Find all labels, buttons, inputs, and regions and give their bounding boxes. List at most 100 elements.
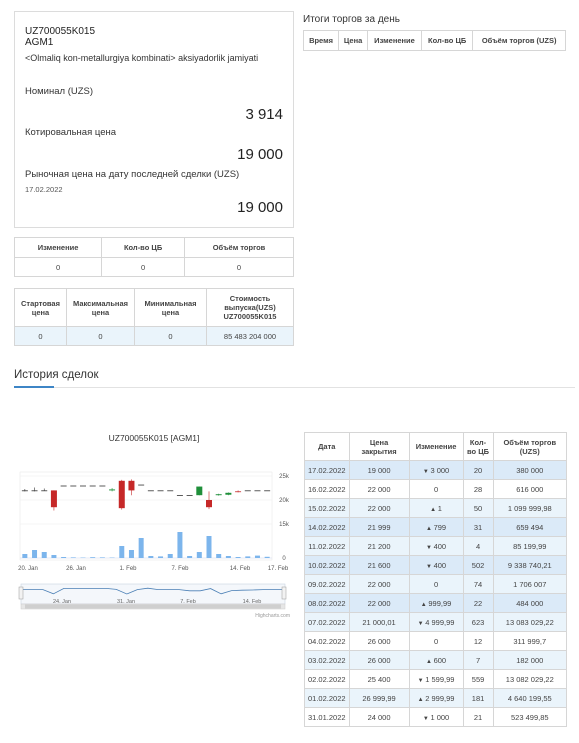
- volume-bar: [158, 556, 164, 558]
- table-row: 10.02.2022 21 600 ▼ 400 502 9 338 740,21: [304, 555, 568, 575]
- change-cell: ▼ 400: [408, 555, 464, 575]
- navigator-tick-label: 14. Feb: [243, 599, 262, 605]
- candle-body: [21, 490, 28, 492]
- table-row: 01.02.2022 26 999,99 ▲ 2 999,99 181 4 640 19…: [304, 688, 568, 708]
- quantity-cell: 559: [462, 669, 494, 689]
- arrow-down-icon: ▼: [422, 468, 431, 475]
- table-row: 04.02.2022 26 000 0 12 311 999,7: [304, 631, 568, 651]
- nominal-label: Номинал (UZS): [25, 86, 94, 97]
- close-price-cell: 22 000: [348, 574, 410, 594]
- volume-bar: [225, 556, 231, 558]
- volume-bar: [196, 552, 202, 558]
- x-tick-label: 14. Feb: [230, 566, 251, 572]
- table-row: 07.02.2022 21 000,01 ▼ 4 999,99 623 13 083 0…: [304, 612, 568, 632]
- volume-cell: 13 083 029,22: [492, 612, 568, 632]
- nominal-value: 3 914: [245, 106, 283, 123]
- volume-bar: [264, 556, 270, 558]
- date-cell: 04.02.2022: [304, 631, 350, 651]
- col-max-price: Максимальная цена: [66, 288, 135, 327]
- quantity-cell: 4: [462, 536, 494, 556]
- close-price-cell: 24 000: [348, 707, 410, 727]
- change-cell: 0: [408, 631, 464, 651]
- y-tick-label: 0: [282, 556, 286, 562]
- candle-body: [147, 490, 154, 492]
- change-cell: ▲ 799: [408, 517, 464, 537]
- candle-body: [235, 491, 242, 493]
- quantity-cell: 502: [462, 555, 494, 575]
- candle-body: [215, 494, 222, 496]
- candle-body: [89, 485, 96, 487]
- price-chart[interactable]: UZ700055K015 [AGM1] 25k 20k 15k 0 20. Jan 26…: [14, 428, 294, 624]
- navigator-left-handle[interactable]: [18, 586, 24, 600]
- col-min-price: Минимальная цена: [134, 288, 207, 327]
- scrollbar-thumb[interactable]: [25, 604, 281, 609]
- arrow-up-icon: ▲: [430, 506, 438, 513]
- navigator-right-handle[interactable]: [281, 586, 287, 600]
- quantity-cell: 31: [462, 517, 494, 537]
- table-row: 15.02.2022 22 000 ▲ 1 50 1 099 999,98: [304, 498, 568, 518]
- col-change: Изменение: [366, 30, 423, 51]
- date-cell: 16.02.2022: [304, 479, 350, 499]
- volume-cell: 484 000: [492, 593, 568, 613]
- change-value: 0: [13, 257, 103, 277]
- volume-bar: [70, 557, 76, 558]
- volume-bar: [148, 556, 154, 558]
- change-value: 400: [433, 541, 447, 551]
- volume-bar: [90, 557, 96, 558]
- change-value: 1 599,99: [425, 674, 455, 684]
- quantity-cell: 12: [462, 631, 494, 651]
- candle-body: [80, 485, 86, 487]
- date-cell: 08.02.2022: [304, 593, 350, 613]
- change-cell: ▼ 1 599,99: [408, 669, 464, 689]
- max-price-value: 0: [66, 326, 135, 346]
- start-price-value: 0: [14, 326, 67, 346]
- security-card: UZ700055K015 AGM1 <Olmaliq kon-metallurg…: [14, 11, 294, 228]
- price-stats-table: Стартовая цена Максимальная цена Минимал…: [14, 288, 294, 346]
- date-cell: 11.02.2022: [304, 536, 350, 556]
- col-volume: Объём торгов: [184, 237, 294, 258]
- daily-results-title: Итоги торгов за день: [303, 14, 400, 25]
- summary-stats-table: Изменение Кол-во ЦБ Объём торгов 0 0 0: [13, 237, 294, 277]
- table-row: 14.02.2022 21 999 ▲ 799 31 659 494: [304, 517, 568, 537]
- change-value: 799: [433, 522, 447, 532]
- volume-bar: [22, 554, 28, 558]
- change-cell: ▼ 1 000: [408, 707, 464, 727]
- date-cell: 15.02.2022: [304, 498, 350, 518]
- col-volume: Объём торгов (UZS): [492, 432, 568, 461]
- change-cell: ▲ 999,99: [408, 593, 464, 613]
- table-row: 08.02.2022 22 000 ▲ 999,99 22 484 000: [304, 593, 568, 613]
- arrow-up-icon: ▲: [425, 658, 434, 665]
- close-price-cell: 26 000: [348, 631, 410, 651]
- col-close-price: Цена закрытия: [348, 432, 410, 461]
- volume-cell: 1 706 007: [492, 574, 568, 594]
- volume-cell: 616 000: [492, 479, 568, 499]
- security-code: UZ700055K015: [25, 26, 96, 37]
- arrow-up-icon: ▲: [417, 696, 426, 703]
- navigator-series: [22, 587, 284, 595]
- volume-cell: 4 640 199,55: [492, 688, 568, 708]
- change-value: 1 000: [430, 712, 450, 722]
- history-tab-indicator: [14, 386, 54, 388]
- price-chart-svg[interactable]: UZ700055K015 [AGM1] 25k 20k 15k 0 20. Jan 26…: [14, 428, 294, 624]
- change-cell: ▼ 400: [408, 536, 464, 556]
- close-price-cell: 19 000: [348, 460, 410, 480]
- candle-body: [157, 490, 164, 492]
- volume-cell: 13 082 029,22: [492, 669, 568, 689]
- close-price-cell: 21 000,01: [348, 612, 410, 632]
- candle-body: [60, 485, 67, 487]
- quantity-cell: 50: [462, 498, 494, 518]
- volume-bar: [254, 555, 260, 558]
- candle-body: [167, 490, 174, 492]
- history-title[interactable]: История сделок: [14, 369, 99, 381]
- volume-bar: [32, 550, 38, 558]
- col-issue-value: Стоимость выпуска(UZS) UZ700055K015: [206, 288, 294, 327]
- candle-body: [99, 485, 106, 487]
- volume-bar: [206, 536, 212, 558]
- table-row: 02.02.2022 25 400 ▼ 1 599,99 559 13 082 029,…: [304, 669, 568, 689]
- candle-body: [138, 484, 145, 486]
- date-cell: 01.02.2022: [304, 688, 350, 708]
- change-value: 999,99: [428, 598, 452, 608]
- volume-bar: [119, 546, 125, 558]
- change-cell: ▲ 2 999,99: [408, 688, 464, 708]
- volume-bar: [61, 557, 67, 558]
